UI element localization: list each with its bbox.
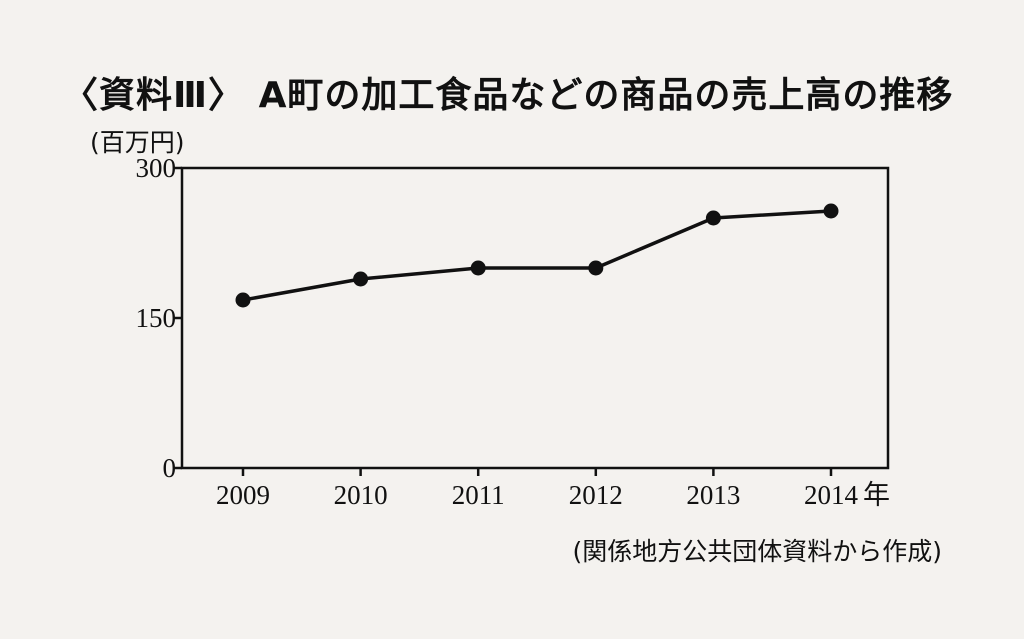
- data-point: [470, 260, 486, 276]
- data-point: [823, 203, 839, 219]
- x-tick-label: 2011: [452, 480, 505, 510]
- y-axis-unit-label: (百万円): [90, 128, 185, 157]
- x-tick-label: 2009: [216, 480, 270, 510]
- x-tick-label: 2013: [686, 480, 740, 510]
- source-note: (関係地方公共団体資料から作成): [572, 537, 942, 566]
- series-line: [242, 209, 832, 302]
- x-tick-label: 2010: [334, 480, 388, 510]
- y-tick-label: 0: [163, 453, 177, 483]
- data-point: [353, 271, 369, 287]
- x-tick-label: 2014: [804, 480, 859, 510]
- data-point: [705, 210, 721, 226]
- y-axis: 0 150 300: [136, 153, 182, 483]
- x-tick-label: 2012: [569, 480, 623, 510]
- data-point: [235, 292, 251, 308]
- y-tick-label: 300: [136, 153, 177, 183]
- chart-title: 〈資料Ⅲ〉 A町の加工食品などの商品の売上高の推移: [62, 75, 954, 116]
- y-tick-label: 150: [136, 303, 177, 333]
- series-layer: [235, 203, 839, 308]
- x-axis: 2009 2010 2011 2012 2013 2014 年: [216, 468, 890, 511]
- data-point: [588, 260, 604, 276]
- x-axis-year-suffix: 年: [863, 480, 890, 511]
